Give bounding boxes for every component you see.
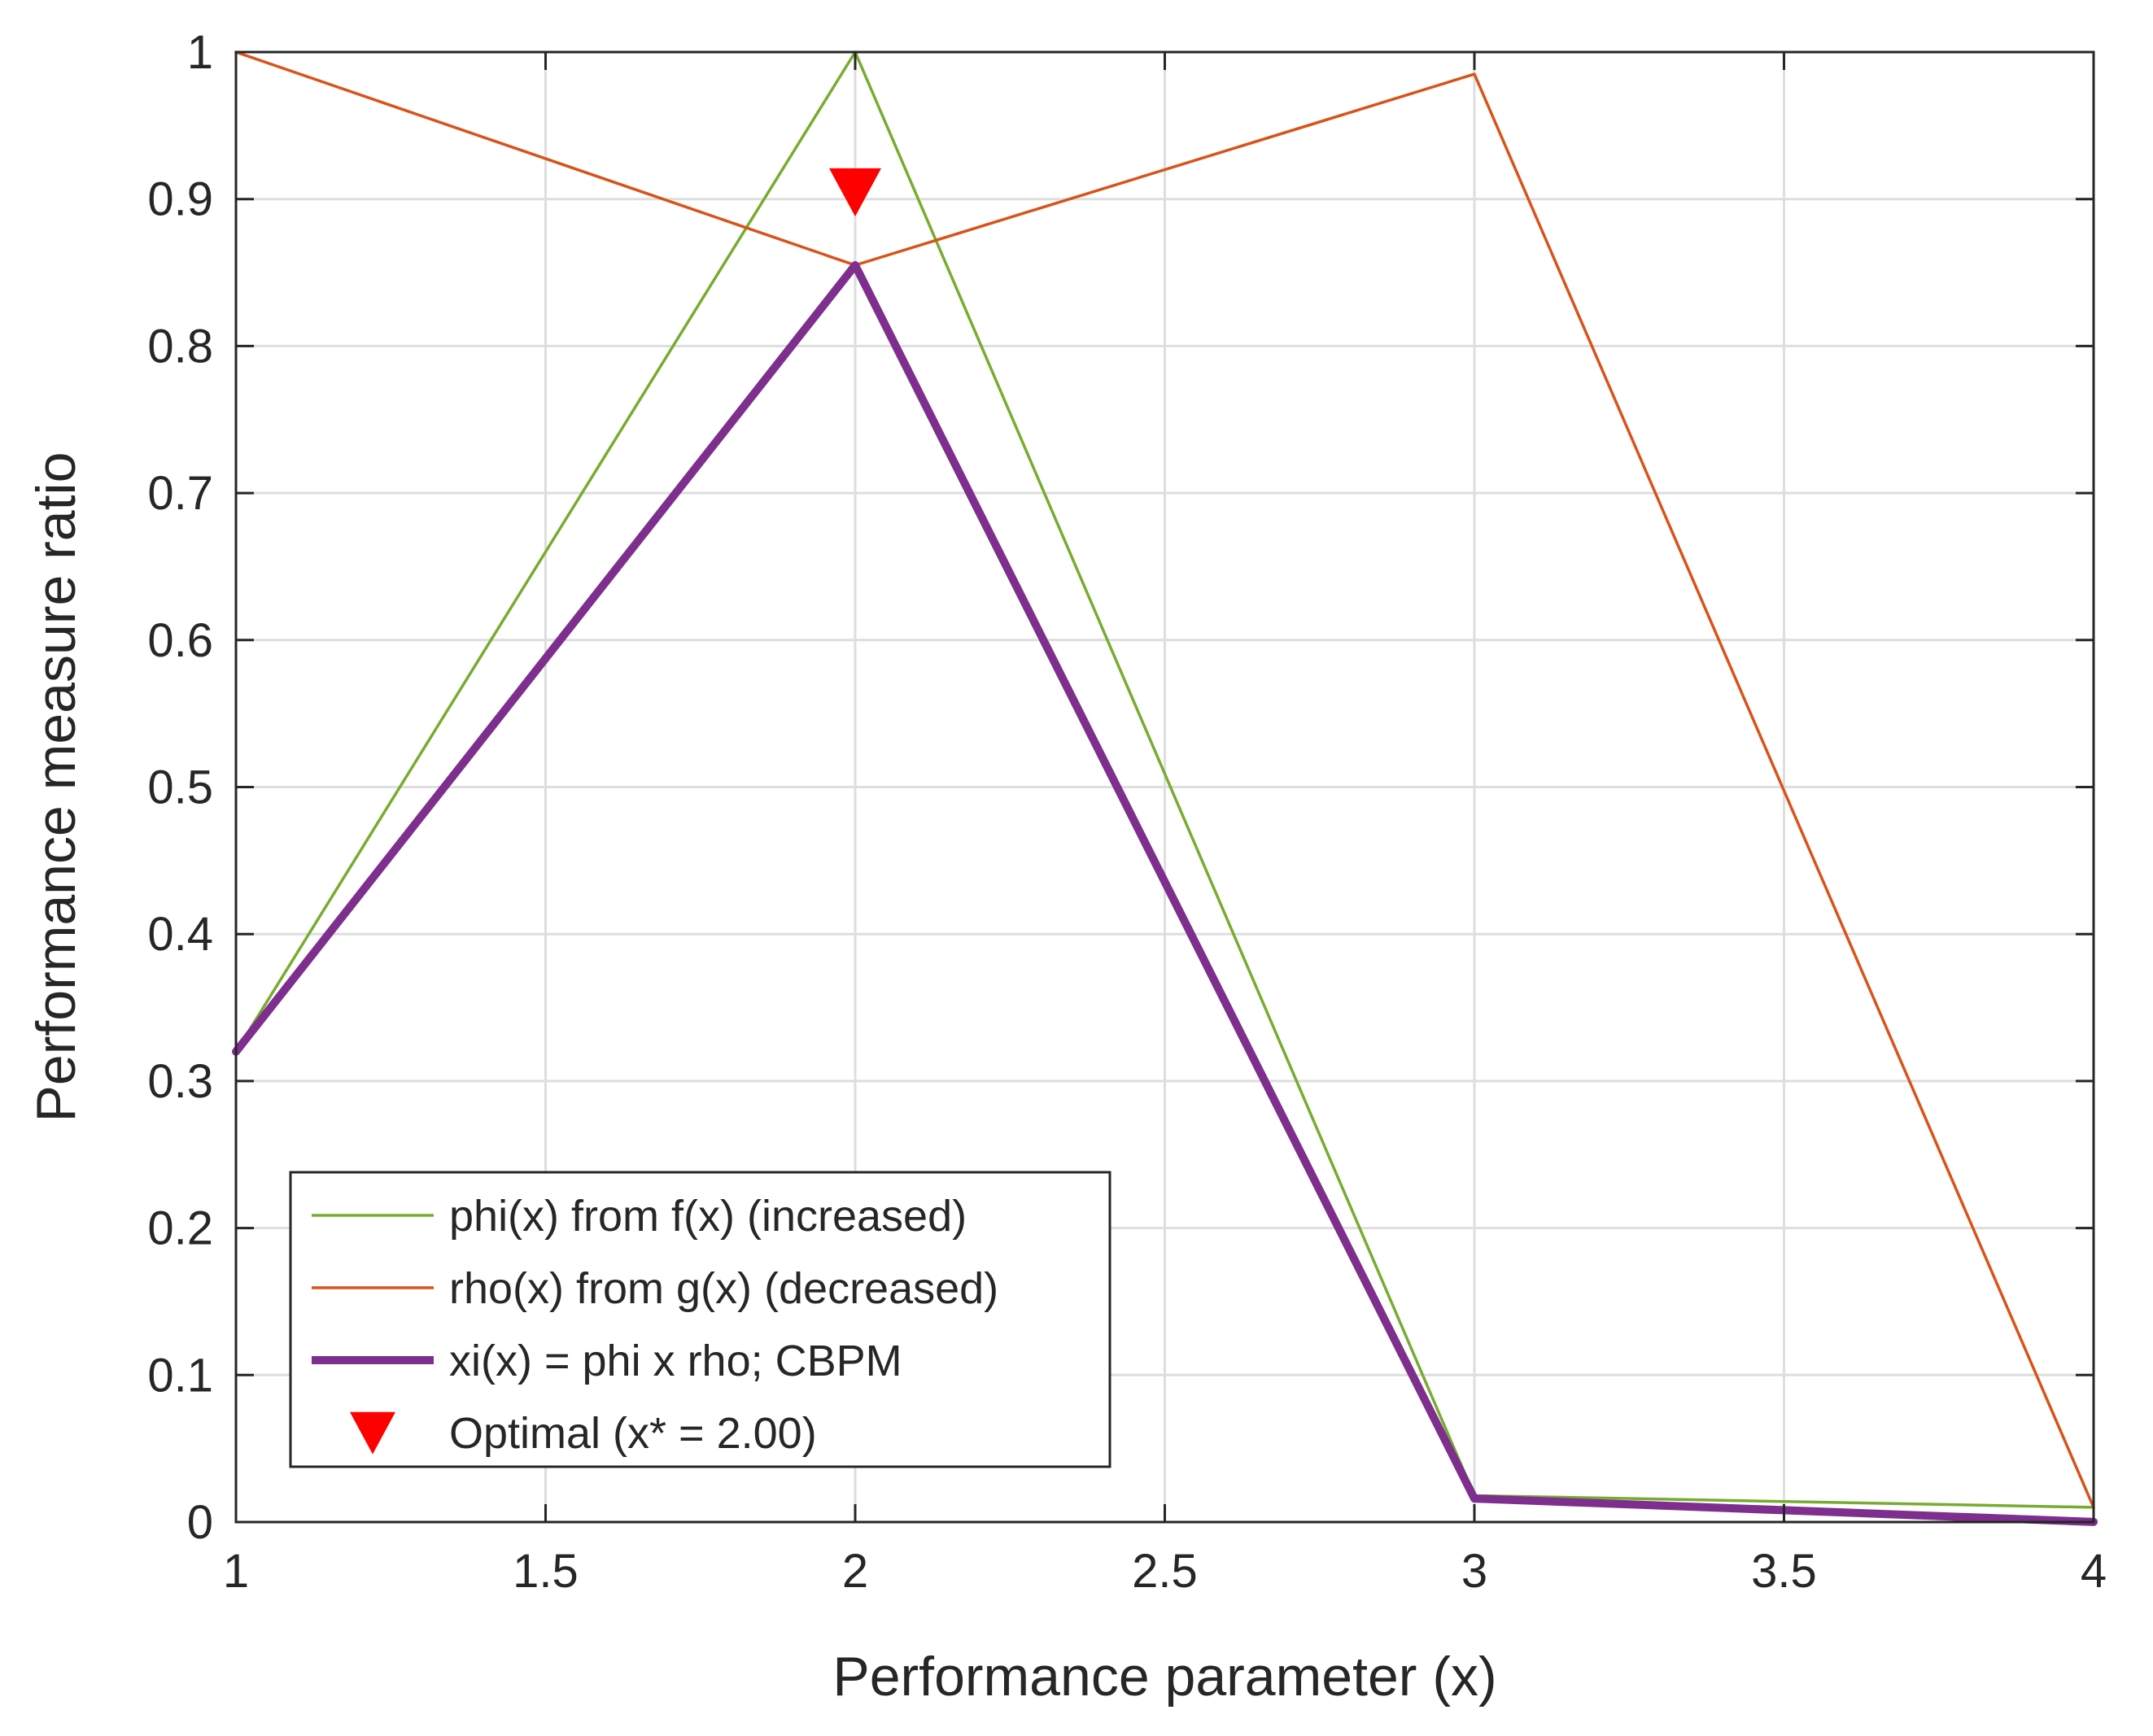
legend: phi(x) from f(x) (increased) rho(x) from … — [289, 1171, 1111, 1468]
y-tick-label: 0.2 — [147, 1202, 213, 1255]
x-axis-label: Performance parameter (x) — [832, 1646, 1496, 1708]
axis-tick-labels: 1 1.5 2 2.5 3 3.5 4 0 0.1 0.2 0.3 0.4 0.5 0.6 0.7 0.8 0.… — [147, 26, 2107, 1598]
y-tick-label: 0.1 — [147, 1349, 213, 1402]
axis-ticks — [234, 50, 2095, 1524]
y-tick-label: 1 — [187, 26, 213, 79]
legend-label-2: rho(x) from g(x) (decreased) — [449, 1264, 998, 1313]
optimal-markers — [829, 168, 881, 217]
legend-box — [289, 1171, 1111, 1468]
x-tick-label: 3 — [1461, 1545, 1487, 1598]
series-line-2 — [234, 50, 2095, 1509]
y-tick-label: 0.6 — [147, 614, 213, 667]
x-tick-label: 1 — [223, 1545, 249, 1598]
y-tick-label: 0.5 — [147, 761, 213, 814]
x-tick-label: 3.5 — [1751, 1545, 1817, 1598]
y-tick-label: 0.7 — [147, 467, 213, 520]
legend-label-3: xi(x) = phi x rho; CBPM — [449, 1337, 902, 1385]
legend-marker-swatch — [350, 1411, 395, 1455]
optimal-marker — [829, 168, 881, 217]
x-tick-label: 4 — [2081, 1545, 2107, 1598]
legend-label-marker: Optimal (x* = 2.00) — [449, 1409, 817, 1458]
legend-label-1: phi(x) from f(x) (increased) — [449, 1192, 967, 1241]
y-tick-label: 0 — [187, 1496, 213, 1549]
x-tick-label: 1.5 — [513, 1545, 579, 1598]
x-tick-label: 2 — [842, 1545, 868, 1598]
legend-entries: phi(x) from f(x) (increased) rho(x) from … — [312, 1192, 998, 1458]
y-tick-label: 0.9 — [147, 173, 213, 226]
y-tick-label: 0.8 — [147, 320, 213, 373]
y-axis-label: Performance measure ratio — [25, 452, 87, 1123]
series-line-1 — [234, 50, 2095, 1509]
x-tick-label: 2.5 — [1132, 1545, 1198, 1598]
y-tick-label: 0.3 — [147, 1055, 213, 1108]
y-tick-label: 0.4 — [147, 908, 213, 961]
